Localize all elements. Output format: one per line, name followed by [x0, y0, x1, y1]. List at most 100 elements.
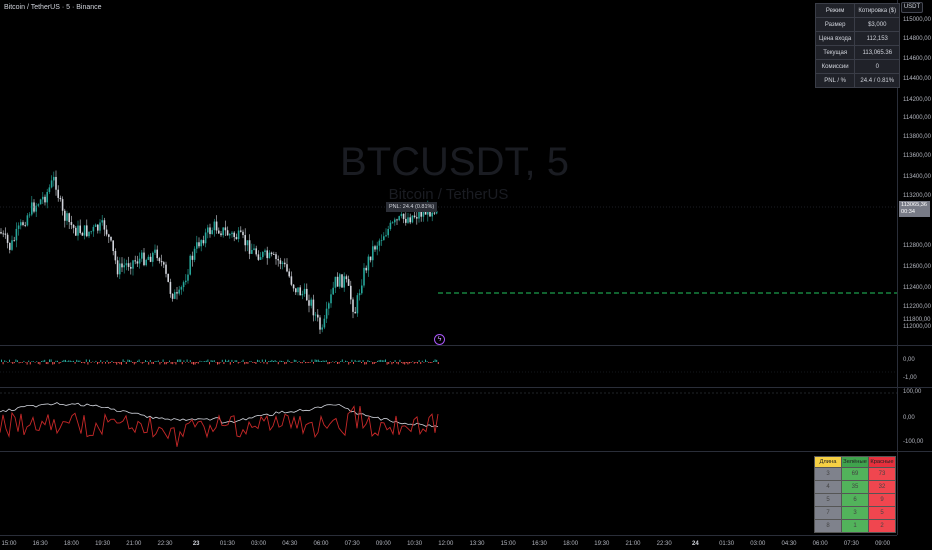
indicator1-bar	[196, 362, 198, 363]
indicator1-bar	[119, 362, 121, 365]
indicator1-bar	[201, 361, 202, 362]
time-axis[interactable]: 15:00 16:30 18:00 19:30 21:00 22:30 23 01:30 03:…	[0, 535, 897, 550]
currency-badge[interactable]: USDT	[901, 2, 923, 13]
candle-body	[4, 233, 7, 235]
candle-body	[292, 284, 295, 289]
candle-body	[147, 256, 150, 260]
time-label: 12:00	[438, 541, 454, 547]
price-label: 113800,00	[903, 134, 931, 140]
indicator1-bar	[425, 359, 426, 362]
indicator1-bar	[140, 362, 142, 363]
candle-body	[303, 288, 306, 294]
candle-body	[136, 261, 139, 264]
time-label: 06:00	[812, 541, 828, 547]
candle-body	[11, 240, 13, 250]
indicator1-bar	[370, 361, 372, 362]
indicator1-bar	[122, 359, 124, 362]
indicator1-bar	[12, 362, 14, 364]
indicator1-bar	[95, 360, 97, 362]
candle-body	[268, 252, 271, 259]
price-label: 113200,00	[903, 193, 931, 199]
candle-body	[132, 260, 134, 269]
candle-body	[330, 294, 332, 304]
indicator1-bar	[199, 360, 201, 362]
candle-body	[378, 240, 381, 246]
indicator1-bar	[209, 362, 210, 365]
indicator1-bar	[73, 360, 74, 362]
candle-body	[90, 231, 92, 233]
indicator1-bar	[233, 362, 234, 363]
indicator1-bar	[428, 362, 430, 363]
indicator1-bar	[333, 362, 335, 363]
candle-body	[374, 246, 376, 250]
indicator1-bar	[377, 360, 378, 362]
indicator1-bar	[383, 360, 385, 362]
candle-body	[365, 267, 367, 271]
indicator1-bar	[45, 362, 47, 365]
indicator1-bar	[287, 359, 289, 362]
price-axis[interactable]: 115000,00 114800,00 114600,00 114400,00 1142…	[897, 0, 932, 535]
symbol-title[interactable]: Bitcoin / TetherUS · 5 · Binance	[4, 4, 102, 11]
indicator1-bar	[415, 362, 417, 363]
indicator1-bar	[15, 359, 17, 362]
indicator1-bar	[410, 362, 412, 363]
time-label: 18:00	[63, 541, 79, 547]
indicator1-bar	[132, 362, 134, 363]
candle-body	[101, 220, 103, 223]
candle-body	[391, 222, 394, 224]
price-label: 114200,00	[903, 97, 931, 103]
indicator1-bar	[181, 362, 183, 365]
indicator1-bar	[364, 362, 366, 365]
indicator1-bar	[277, 362, 279, 365]
position-table-key: Размер	[814, 17, 856, 32]
candle-body	[385, 235, 387, 237]
candle-body	[176, 292, 178, 294]
candle-body	[17, 225, 20, 229]
indicator1-bar	[39, 362, 41, 365]
pane-separator-3[interactable]	[0, 451, 932, 452]
time-label: 04:30	[282, 541, 298, 547]
indicator1-bar	[49, 359, 50, 362]
length-table-cell: 3	[814, 467, 842, 481]
indicator1-bar	[189, 360, 191, 362]
current-price-tag: 113065,36 00:34	[899, 201, 930, 217]
indicator1-bar	[157, 360, 159, 362]
indicator1-bar	[405, 362, 407, 364]
candle-body	[103, 220, 106, 230]
chart-area[interactable]: BTCUSDT, 5 Bitcoin / TetherUS Bitcoin / …	[0, 0, 897, 535]
indicator1-bar	[322, 360, 324, 362]
lightning-icon[interactable]: ϟ	[434, 334, 445, 345]
pane-separator-2[interactable]	[0, 387, 932, 388]
candle-body	[149, 256, 152, 262]
indicator1-bar	[82, 362, 84, 363]
candle-body	[86, 225, 88, 237]
indicator1-label: 0,00	[903, 357, 915, 363]
indicator1-bar	[180, 359, 182, 362]
candle-body	[231, 232, 233, 235]
indicator1-bar	[341, 359, 343, 362]
price-chart-svg[interactable]	[0, 0, 897, 535]
indicator1-bar	[393, 362, 394, 364]
candle-body	[209, 227, 211, 235]
time-label: 09:00	[375, 541, 391, 547]
indicator1-bar	[274, 360, 276, 362]
indicator1-bar	[372, 362, 374, 365]
indicator1-bar	[25, 362, 26, 363]
indicator1-bar	[271, 359, 273, 362]
indicator1-bar	[193, 362, 194, 365]
indicator1-bar	[337, 362, 338, 364]
pane-separator-1[interactable]	[0, 345, 932, 346]
candle-body	[284, 262, 286, 265]
indicator1-bar	[329, 362, 330, 364]
time-label: 19:30	[594, 541, 610, 547]
indicator1-bar	[89, 359, 90, 362]
indicator1-bar	[141, 362, 143, 364]
position-table-row: Комиссии 0	[814, 59, 901, 74]
indicator1-bar	[10, 362, 12, 363]
indicator1-bar	[297, 362, 298, 363]
length-table-cell: 4	[814, 480, 842, 494]
candle-body	[418, 211, 420, 219]
indicator1-bar	[1, 359, 2, 362]
indicator1-bar	[18, 362, 20, 364]
candle-body	[363, 267, 365, 286]
